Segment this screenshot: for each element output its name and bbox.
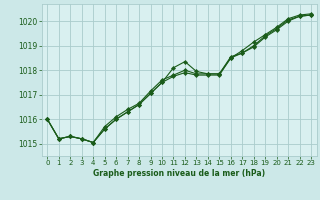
- X-axis label: Graphe pression niveau de la mer (hPa): Graphe pression niveau de la mer (hPa): [93, 169, 265, 178]
